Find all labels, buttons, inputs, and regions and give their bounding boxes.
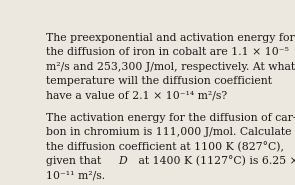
Text: temperature will the diffusion coefficient: temperature will the diffusion coefficie… [45,76,272,86]
Text: bon in chromium is 111,000 J/mol. Calculate: bon in chromium is 111,000 J/mol. Calcul… [45,127,291,137]
Text: D: D [118,156,127,166]
Text: given that: given that [45,156,104,166]
Text: the diffusion of iron in cobalt are 1.1 × 10⁻⁵: the diffusion of iron in cobalt are 1.1 … [45,47,289,57]
Text: the diffusion coefficient at 1100 K (827°C),: the diffusion coefficient at 1100 K (827… [45,142,283,152]
Text: m²/s and 253,300 J/mol, respectively. At what: m²/s and 253,300 J/mol, respectively. At… [45,62,295,72]
Text: 10⁻¹¹ m²/s.: 10⁻¹¹ m²/s. [45,170,105,180]
Text: have a value of 2.1 × 10⁻¹⁴ m²/s?: have a value of 2.1 × 10⁻¹⁴ m²/s? [45,91,227,101]
Text: The activation energy for the diffusion of car-: The activation energy for the diffusion … [45,112,295,123]
Text: The preexponential and activation energy for: The preexponential and activation energy… [45,33,294,43]
Text: at 1400 K (1127°C) is 6.25 ×: at 1400 K (1127°C) is 6.25 × [135,156,295,166]
